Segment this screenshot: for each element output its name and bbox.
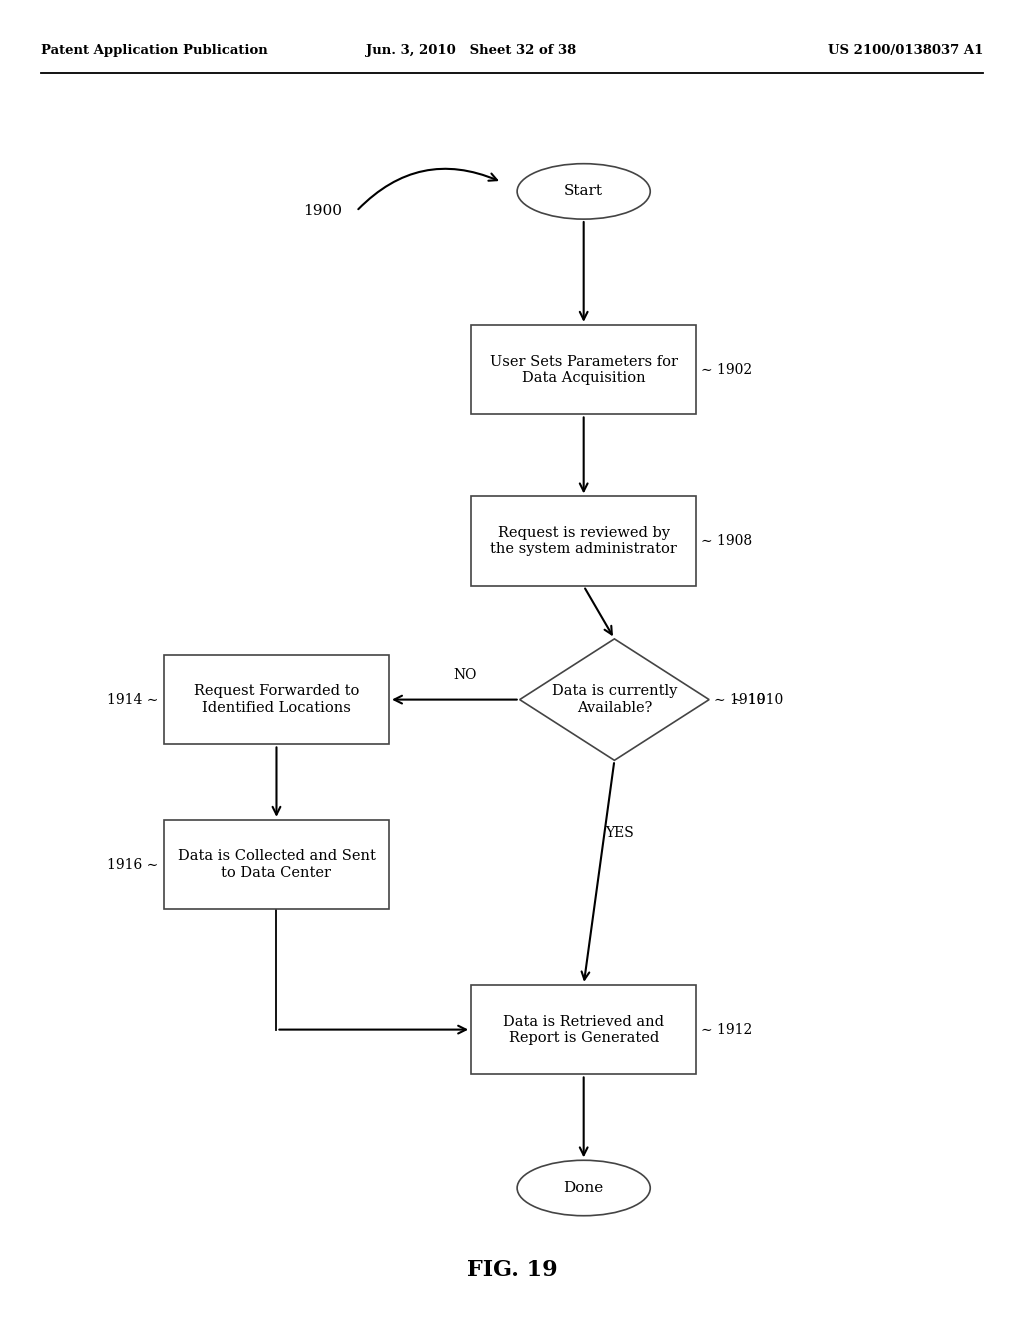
Text: YES: YES	[605, 826, 634, 840]
Text: 1914 ∼: 1914 ∼	[108, 693, 159, 706]
Text: 1900: 1900	[303, 205, 342, 218]
Text: ∼ 1910: ∼ 1910	[715, 693, 766, 706]
Ellipse shape	[517, 164, 650, 219]
Text: Patent Application Publication: Patent Application Publication	[41, 44, 267, 57]
Text: Jun. 3, 2010   Sheet 32 of 38: Jun. 3, 2010 Sheet 32 of 38	[366, 44, 577, 57]
Text: FIG. 19: FIG. 19	[467, 1259, 557, 1280]
Text: NO: NO	[453, 668, 476, 682]
Text: Start: Start	[564, 185, 603, 198]
Text: US 2100/0138037 A1: US 2100/0138037 A1	[827, 44, 983, 57]
FancyBboxPatch shape	[471, 496, 696, 586]
Text: User Sets Parameters for
Data Acquisition: User Sets Parameters for Data Acquisitio…	[489, 355, 678, 384]
Text: ∼ 1910: ∼ 1910	[732, 693, 783, 706]
Ellipse shape	[517, 1160, 650, 1216]
Text: Data is Collected and Sent
to Data Center: Data is Collected and Sent to Data Cente…	[177, 850, 376, 879]
FancyBboxPatch shape	[164, 820, 389, 909]
Text: Data is currently
Available?: Data is currently Available?	[552, 685, 677, 714]
Text: Request is reviewed by
the system administrator: Request is reviewed by the system admini…	[490, 527, 677, 556]
Text: ∼ 1902: ∼ 1902	[701, 363, 753, 376]
FancyBboxPatch shape	[471, 985, 696, 1074]
FancyBboxPatch shape	[471, 325, 696, 414]
Polygon shape	[519, 639, 709, 760]
Text: ∼ 1908: ∼ 1908	[701, 535, 753, 548]
FancyBboxPatch shape	[164, 655, 389, 744]
Text: Request Forwarded to
Identified Locations: Request Forwarded to Identified Location…	[194, 685, 359, 714]
Text: 1916 ∼: 1916 ∼	[108, 858, 159, 871]
Text: Done: Done	[563, 1181, 604, 1195]
Text: ∼ 1912: ∼ 1912	[701, 1023, 753, 1036]
Text: Data is Retrieved and
Report is Generated: Data is Retrieved and Report is Generate…	[503, 1015, 665, 1044]
